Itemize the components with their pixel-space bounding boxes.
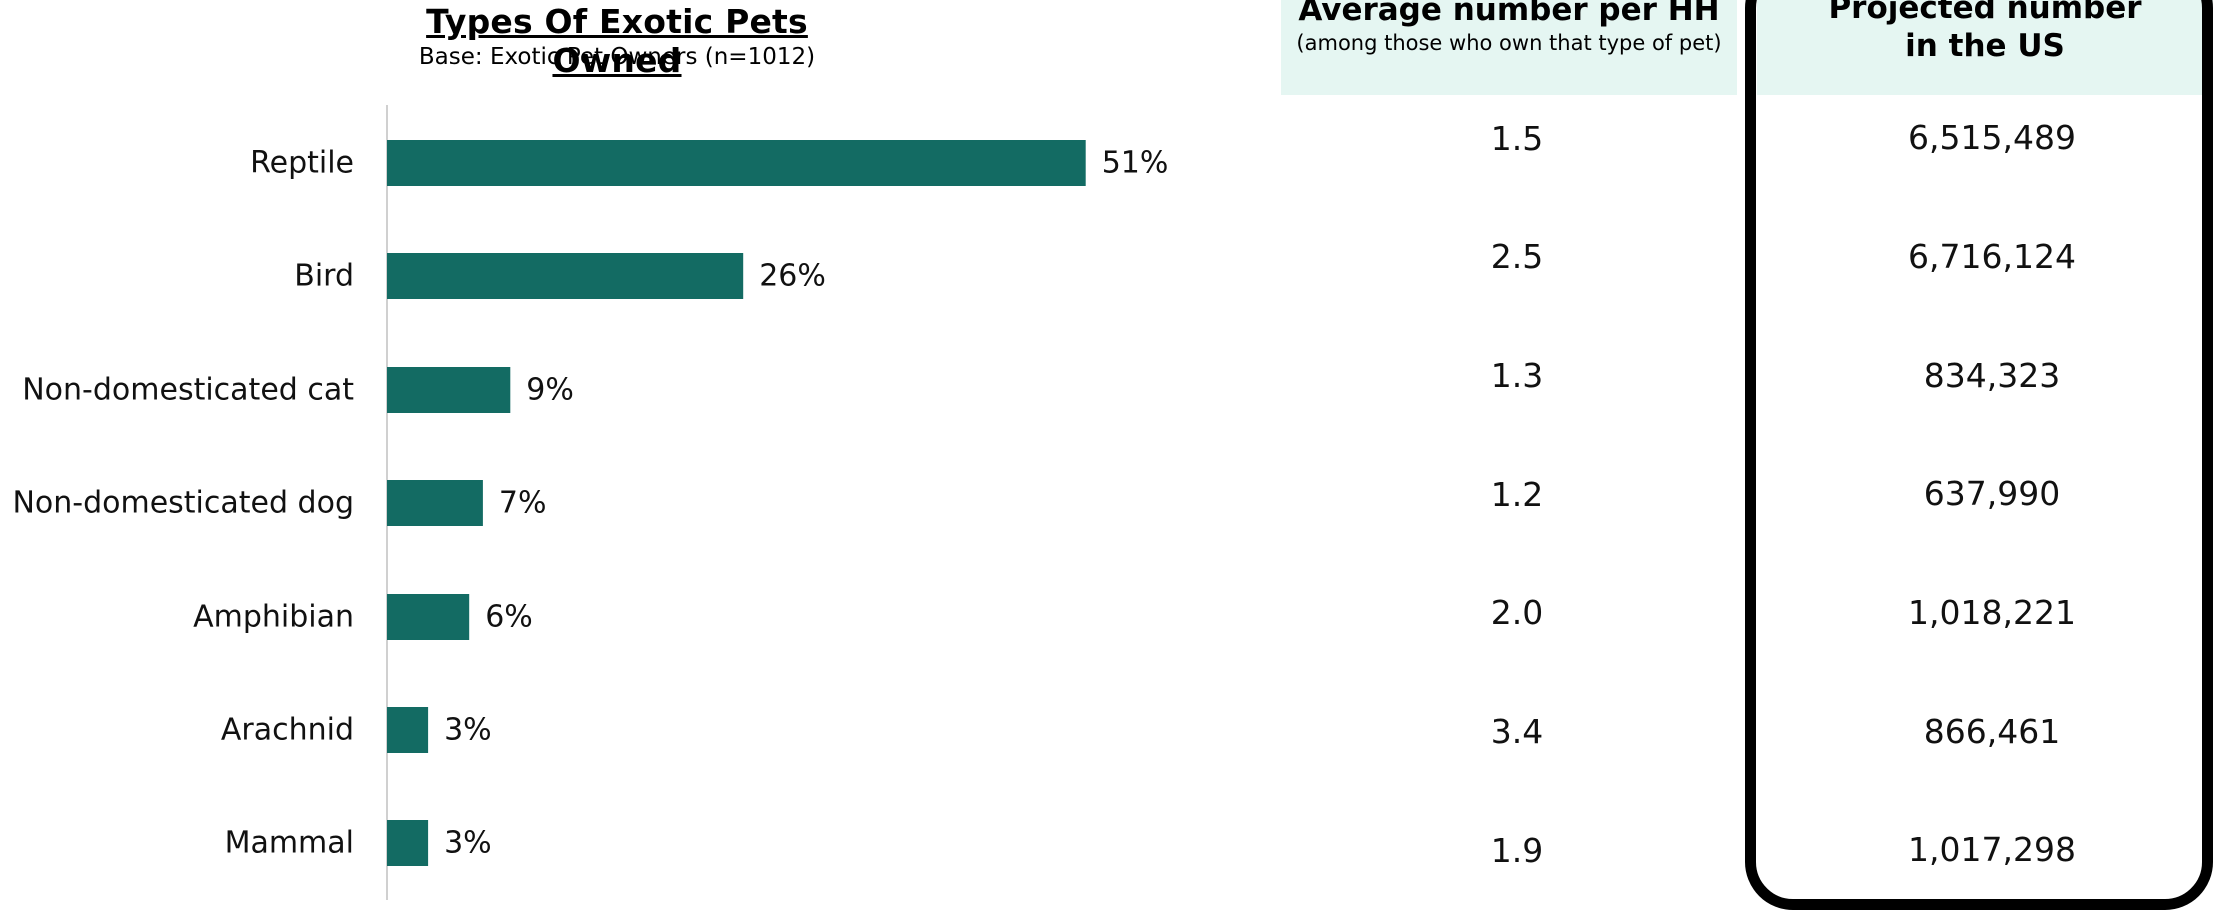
projected-number-cell: 6,716,124 [1908,237,2076,276]
projected-number-cell: 6,515,489 [1908,118,2076,157]
bar-non-domesticated-dog [387,480,483,526]
category-label: Reptile [250,146,354,181]
projected-number-cell: 834,323 [1923,356,2061,395]
data-label: 9% [526,373,574,408]
projected-column-highlight-box [1745,0,2213,910]
avg-per-hh-cell: 2.5 [1490,237,1544,276]
category-label: Bird [294,259,354,294]
bar-mammal [387,820,429,866]
data-label: 3% [444,713,492,748]
avg-per-hh-header: Average number per HH (among those who o… [1281,0,1737,95]
data-label: 3% [444,826,492,861]
projected-number-cell: 1,017,298 [1908,830,2076,869]
avg-per-hh-cell: 3.4 [1490,712,1544,751]
chart-title: Types Of Exotic Pets Owned [426,2,808,80]
avg-per-hh-cell: 1.2 [1490,475,1544,514]
data-label: 6% [485,600,533,635]
category-label: Arachnid [221,713,354,748]
avg-per-hh-cell: 2.0 [1490,593,1544,632]
bar-arachnid [387,707,429,753]
projected-header-line1: Projected number [1828,0,2142,26]
bar-bird [387,253,744,299]
projected-number-header: Projected number in the US [1757,0,2213,95]
projected-number-cell: 866,461 [1923,712,2061,751]
bar-non-domesticated-cat [387,367,511,413]
data-label: 7% [499,486,547,521]
data-label: 51% [1102,146,1169,181]
category-label: Mammal [225,826,354,861]
avg-per-hh-header-subtitle: (among those who own that type of pet) [1296,31,1722,55]
category-label: Non-domesticated dog [12,486,354,521]
avg-per-hh-cell: 1.5 [1490,119,1544,158]
chart-subtitle: Base: Exotic Pet Owners (n=1012) [418,44,816,70]
bar-reptile [387,140,1086,186]
projected-header-line2: in the US [1905,28,2065,64]
data-label: 26% [759,259,826,294]
bar-amphibian [387,594,470,640]
category-label: Amphibian [193,600,354,635]
projected-number-cell: 1,018,221 [1908,593,2076,632]
avg-per-hh-cell: 1.9 [1490,831,1544,870]
projected-number-cell: 637,990 [1923,474,2061,513]
category-label: Non-domesticated cat [22,373,354,408]
avg-per-hh-header-title: Average number per HH [1298,0,1720,28]
bar-chart: Reptile 51% Bird 26% Non-domesticated cat 9% N… [12,105,1169,900]
avg-per-hh-cell: 1.3 [1490,356,1544,395]
